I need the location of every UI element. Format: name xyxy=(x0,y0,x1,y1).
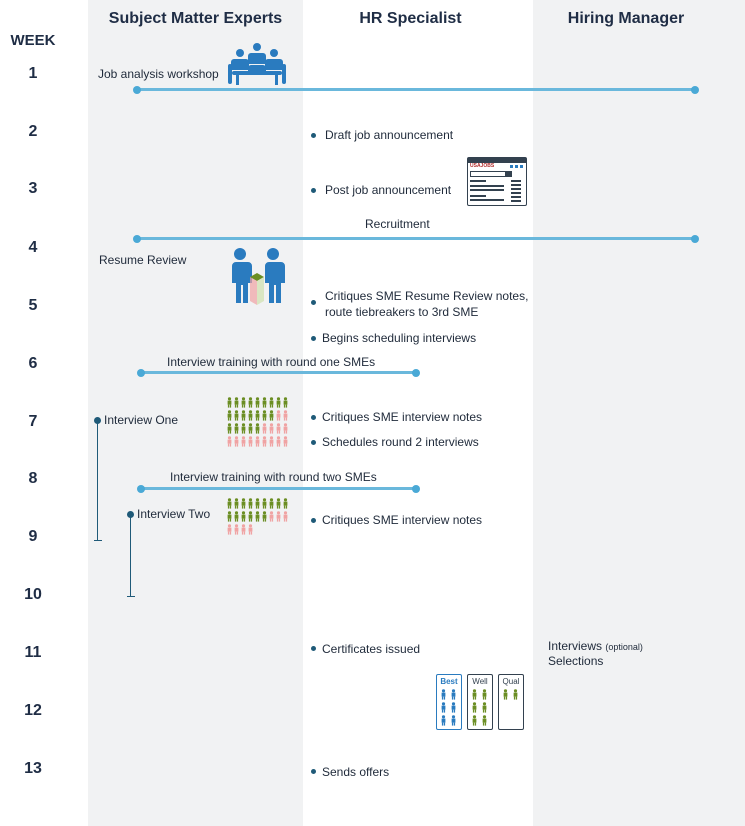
header-sme: Subject Matter Experts xyxy=(108,10,283,27)
header-hr: HR Specialist xyxy=(359,10,462,27)
usajobs-screenshot-icon: USAJOBS xyxy=(467,157,527,206)
week-11: 11 xyxy=(24,644,42,661)
training-two-line xyxy=(141,487,416,490)
certificate-well-label: Well xyxy=(472,677,488,686)
training-one-end-dot xyxy=(412,369,420,377)
training-one-start-dot xyxy=(137,369,145,377)
critiques-resume-line2: route tiebreakers to 3rd SME xyxy=(325,305,479,319)
hm-optional-text: (optional) xyxy=(605,642,643,652)
bullet xyxy=(311,769,316,774)
certificate-best-label: Best xyxy=(440,677,458,686)
hm-interviews-label: Interviews (optional) xyxy=(548,638,643,655)
week-5: 5 xyxy=(28,297,38,314)
scheduling-label: Begins scheduling interviews xyxy=(322,331,477,345)
hm-selections-label: Selections xyxy=(548,654,604,668)
recruitment-line xyxy=(137,237,695,240)
sends-offers-label: Sends offers xyxy=(322,765,390,779)
interview-one-cap xyxy=(94,540,102,541)
critiques-interview-two-label: Critiques SME interview notes xyxy=(322,513,483,527)
bullet xyxy=(311,133,316,138)
header-hm: Hiring Manager xyxy=(567,10,685,27)
week-10: 10 xyxy=(24,586,42,603)
week-9: 9 xyxy=(28,528,38,545)
job-analysis-start-dot xyxy=(133,86,141,94)
interview-one-label: Interview One xyxy=(104,413,179,427)
week-2: 2 xyxy=(28,123,38,140)
interview-two-bar xyxy=(130,514,131,597)
critiques-interview-one-label: Critiques SME interview notes xyxy=(322,410,483,424)
bullet xyxy=(311,646,316,651)
interview-two-people-icon xyxy=(227,498,288,535)
bullet xyxy=(311,188,316,193)
training-one-label: Interview training with round one SMEs xyxy=(167,355,376,369)
week-12: 12 xyxy=(24,702,42,719)
interview-one-bar xyxy=(97,420,98,540)
interview-two-label: Interview Two xyxy=(137,507,211,521)
job-analysis-label: Job analysis workshop xyxy=(98,67,219,81)
bullet xyxy=(311,336,316,341)
week-3: 3 xyxy=(28,180,38,197)
recruitment-start-dot xyxy=(133,235,141,243)
certificate-well: Well xyxy=(467,674,493,730)
resume-review-label: Resume Review xyxy=(99,253,187,267)
post-announcement-label: Post job announcement xyxy=(325,183,452,197)
certificates-label: Certificates issued xyxy=(322,642,421,656)
training-two-end-dot xyxy=(412,485,420,493)
draft-announcement-label: Draft job announcement xyxy=(325,128,454,142)
week-13: 13 xyxy=(24,760,42,777)
well-people-icon xyxy=(472,689,487,726)
recruitment-label: Recruitment xyxy=(365,217,430,231)
training-two-label: Interview training with round two SMEs xyxy=(170,470,377,484)
bullet xyxy=(311,440,316,445)
interview-one-people-icon xyxy=(227,397,288,447)
week-6: 6 xyxy=(28,355,38,372)
bullet xyxy=(311,518,316,523)
certificate-best: Best xyxy=(436,674,462,730)
hm-column-bg xyxy=(533,0,745,826)
week-1: 1 xyxy=(28,65,38,82)
best-people-icon xyxy=(441,689,456,726)
interview-two-cap xyxy=(127,596,135,597)
critiques-resume-line1: Critiques SME Resume Review notes, xyxy=(325,289,529,303)
hm-interviews-text: Interviews xyxy=(548,639,603,653)
week-7: 7 xyxy=(28,413,38,430)
qual-people-icon xyxy=(503,689,518,700)
meeting-icon xyxy=(228,43,286,85)
training-two-start-dot xyxy=(137,485,145,493)
bullet xyxy=(311,300,316,305)
job-analysis-end-dot xyxy=(691,86,699,94)
certificate-qual: Qual xyxy=(498,674,524,730)
header-week: WEEK xyxy=(10,32,56,49)
bullet xyxy=(311,415,316,420)
job-analysis-line xyxy=(137,88,695,91)
two-reviewers-icon xyxy=(232,248,285,305)
sme-column-bg xyxy=(88,0,303,826)
certificate-qual-label: Qual xyxy=(502,677,520,686)
schedules-round2-label: Schedules round 2 interviews xyxy=(322,435,479,449)
training-one-line xyxy=(141,371,416,374)
week-4: 4 xyxy=(28,239,38,256)
week-8: 8 xyxy=(28,470,38,487)
recruitment-end-dot xyxy=(691,235,699,243)
usajobs-logo: USAJOBS xyxy=(470,163,495,169)
